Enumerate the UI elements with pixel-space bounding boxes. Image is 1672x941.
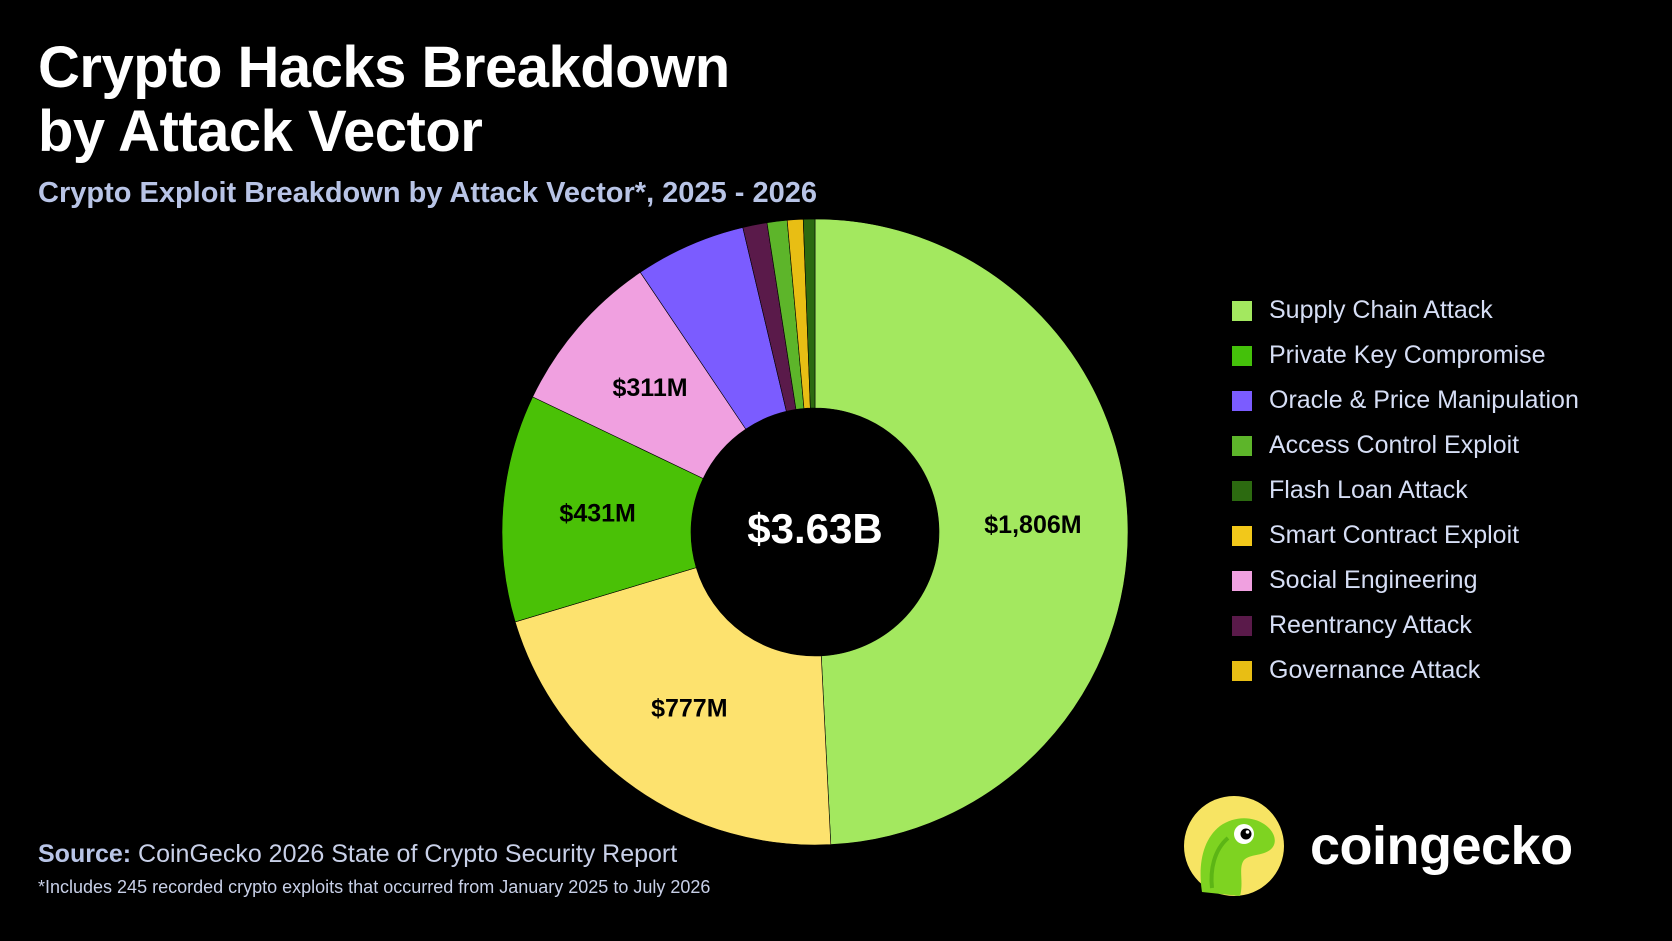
legend-swatch bbox=[1232, 525, 1252, 546]
chart-legend: Supply Chain Attack Private Key Compromis… bbox=[1232, 288, 1579, 693]
legend-label: Reentrancy Attack bbox=[1269, 611, 1472, 639]
title-line-2: by Attack Vector bbox=[38, 99, 483, 164]
legend-swatch bbox=[1232, 300, 1252, 321]
slice-private-key-compromise bbox=[501, 396, 704, 623]
chart-subtitle: Crypto Exploit Breakdown by Attack Vecto… bbox=[38, 177, 817, 209]
slice-flash-loan-attack bbox=[802, 218, 816, 409]
slice-supply-chain-attack bbox=[814, 218, 1129, 845]
slice-smart-contract-exploit bbox=[514, 567, 832, 846]
legend-item: Governance Attack bbox=[1232, 648, 1579, 693]
legend-item: Reentrancy Attack bbox=[1232, 603, 1579, 648]
footnote: *Includes 245 recorded crypto exploits t… bbox=[38, 877, 711, 897]
legend-swatch bbox=[1232, 390, 1252, 411]
legend-swatch bbox=[1232, 660, 1252, 681]
legend-swatch bbox=[1232, 615, 1252, 636]
chart-title: Crypto Hacks Breakdown by Attack Vector bbox=[38, 36, 730, 164]
legend-label: Supply Chain Attack bbox=[1269, 296, 1493, 324]
legend-item: Access Control Exploit bbox=[1232, 423, 1579, 468]
legend-label: Governance Attack bbox=[1269, 656, 1481, 684]
legend-swatch bbox=[1232, 480, 1252, 501]
legend-swatch bbox=[1232, 345, 1252, 366]
center-total: $3.63B bbox=[747, 505, 882, 552]
legend-item: Flash Loan Attack bbox=[1232, 468, 1579, 513]
data-label-social-engineering: $311M bbox=[612, 374, 687, 402]
gecko-logo-icon bbox=[1184, 796, 1284, 896]
data-label-smart-contract-exploit: $777M bbox=[651, 695, 727, 723]
source-label: Source: bbox=[38, 840, 132, 868]
legend-label: Oracle & Price Manipulation bbox=[1269, 386, 1579, 414]
brand-logo: coingecko bbox=[1184, 796, 1573, 896]
legend-swatch bbox=[1232, 570, 1252, 591]
legend-label: Access Control Exploit bbox=[1269, 431, 1520, 459]
data-label-supply-chain-attack: $1,806M bbox=[984, 511, 1081, 539]
legend-item: Social Engineering bbox=[1232, 558, 1579, 603]
title-line-1: Crypto Hacks Breakdown bbox=[38, 35, 730, 100]
source-line: Source: CoinGecko 2026 State of Crypto S… bbox=[38, 840, 677, 869]
legend-label: Smart Contract Exploit bbox=[1269, 521, 1520, 549]
legend-item: Oracle & Price Manipulation bbox=[1232, 378, 1579, 423]
data-label-private-key-compromise: $431M bbox=[559, 500, 635, 528]
legend-label: Private Key Compromise bbox=[1269, 341, 1546, 369]
source-text: CoinGecko 2026 State of Crypto Security … bbox=[138, 840, 678, 868]
legend-label: Social Engineering bbox=[1269, 566, 1478, 594]
legend-swatch bbox=[1232, 435, 1252, 456]
legend-item: Supply Chain Attack bbox=[1232, 288, 1579, 333]
brand-name: coingecko bbox=[1310, 816, 1573, 876]
legend-label: Flash Loan Attack bbox=[1269, 476, 1468, 504]
legend-item: Smart Contract Exploit bbox=[1232, 513, 1579, 558]
legend-item: Private Key Compromise bbox=[1232, 333, 1579, 378]
